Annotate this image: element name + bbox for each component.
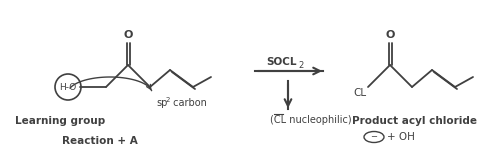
- Text: carbon: carbon: [170, 98, 207, 108]
- Text: O: O: [123, 30, 133, 40]
- Text: 2: 2: [298, 61, 303, 70]
- Text: −: −: [371, 132, 377, 142]
- Text: CL: CL: [353, 88, 367, 98]
- Text: (CL nucleophilic): (CL nucleophilic): [270, 115, 352, 125]
- Text: sp: sp: [156, 98, 167, 108]
- Text: SOCL: SOCL: [267, 57, 297, 67]
- Text: 2: 2: [166, 97, 170, 103]
- Text: Learning group: Learning group: [15, 116, 105, 126]
- Text: Product acyl chloride: Product acyl chloride: [353, 116, 477, 126]
- Text: Reaction + A: Reaction + A: [62, 136, 138, 146]
- Text: H-O: H-O: [60, 83, 77, 91]
- Text: O: O: [385, 30, 395, 40]
- Text: + OH: + OH: [387, 132, 415, 142]
